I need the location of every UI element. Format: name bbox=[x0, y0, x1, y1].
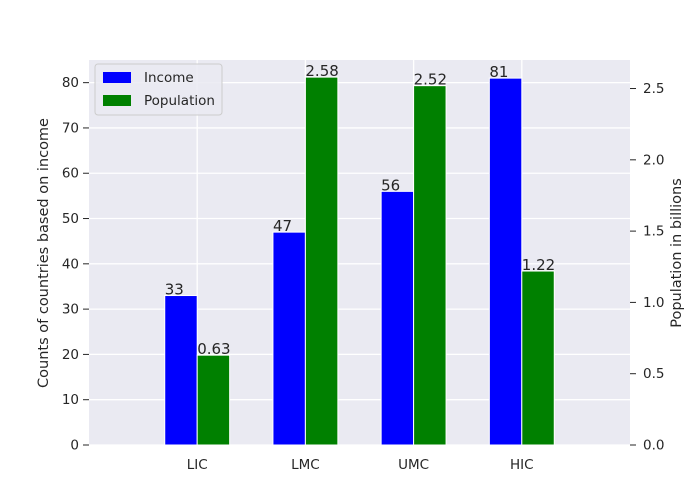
left-y-tick-label: 80 bbox=[62, 75, 79, 91]
right-y-axis-label: Population in billions bbox=[669, 178, 685, 328]
right-y-tick-label: 2.0 bbox=[643, 152, 664, 168]
data-label-population-lmc: 2.58 bbox=[305, 62, 338, 80]
right-y-tick-label: 1.0 bbox=[643, 295, 664, 311]
right-y-tick-label: 0.0 bbox=[643, 438, 664, 454]
legend-label-income: Income bbox=[144, 70, 194, 86]
left-y-tick-label: 0 bbox=[70, 438, 79, 454]
left-y-tick-label: 40 bbox=[62, 256, 79, 272]
bar-income-lic bbox=[164, 295, 198, 446]
x-tick-label-umc: UMC bbox=[398, 457, 429, 473]
bar-income-hic bbox=[488, 77, 523, 446]
x-tick-label-hic: HIC bbox=[510, 457, 534, 473]
bar-income-lmc bbox=[272, 231, 306, 446]
legend-swatch-income bbox=[103, 72, 131, 83]
bar-population-lic bbox=[196, 354, 231, 446]
right-y-tick-label: 0.5 bbox=[643, 366, 664, 382]
left-y-tick-label: 60 bbox=[62, 166, 79, 182]
legend-label-population: Population bbox=[144, 93, 215, 109]
data-label-population-hic: 1.22 bbox=[522, 256, 555, 274]
right-y-axis: 0.0 0.5 1.0 1.5 2.0 2.5 bbox=[630, 81, 664, 454]
x-tick-label-lmc: LMC bbox=[291, 457, 320, 473]
right-y-tick-label: 1.5 bbox=[643, 224, 664, 240]
data-label-population-umc: 2.52 bbox=[414, 71, 447, 89]
left-y-tick-label: 50 bbox=[62, 211, 79, 227]
left-y-tick-label: 70 bbox=[62, 120, 79, 136]
data-label-income-lmc: 47 bbox=[273, 217, 292, 235]
left-y-tick-label: 10 bbox=[62, 392, 79, 408]
data-label-income-lic: 33 bbox=[165, 281, 184, 299]
x-axis: LIC LMC UMC HIC bbox=[187, 457, 534, 473]
left-y-tick-label: 30 bbox=[62, 302, 79, 318]
bar-population-lmc bbox=[304, 76, 339, 446]
data-label-population-lic: 0.63 bbox=[197, 340, 230, 358]
left-y-axis: 0 10 20 30 40 50 60 70 80 bbox=[62, 75, 89, 454]
left-y-axis-label: Counts of countries based on income bbox=[36, 118, 52, 388]
left-y-tick-label: 20 bbox=[62, 347, 79, 363]
bar-income-umc bbox=[380, 190, 415, 446]
data-label-income-hic: 81 bbox=[489, 63, 508, 81]
legend: Income Population bbox=[94, 63, 223, 116]
right-y-tick-label: 2.5 bbox=[643, 81, 664, 97]
x-tick-label-lic: LIC bbox=[187, 457, 208, 473]
bar-population-hic bbox=[521, 270, 555, 446]
bars bbox=[164, 76, 555, 446]
data-labels: 33 47 56 81 0.63 2.58 2.52 1.22 bbox=[165, 62, 555, 358]
legend-swatch-population bbox=[103, 95, 131, 106]
bar-population-umc bbox=[413, 85, 447, 446]
data-label-income-umc: 56 bbox=[381, 176, 400, 194]
